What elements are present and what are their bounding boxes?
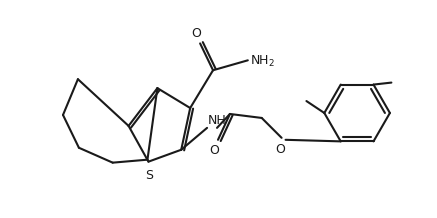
Text: O: O	[191, 27, 201, 41]
Text: NH: NH	[208, 114, 227, 127]
Text: O: O	[276, 143, 285, 156]
Text: O: O	[209, 144, 219, 157]
Text: NH$_2$: NH$_2$	[250, 54, 275, 69]
Text: S: S	[146, 169, 153, 182]
